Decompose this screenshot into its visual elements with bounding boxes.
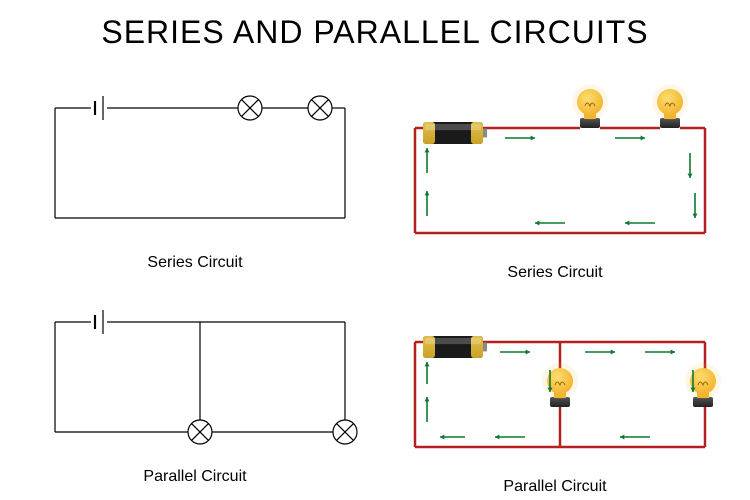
battery-icon xyxy=(423,122,487,144)
series-illustration-caption: Series Circuit xyxy=(507,264,602,282)
battery-icon xyxy=(423,336,487,358)
parallel-schematic-caption: Parallel Circuit xyxy=(143,468,246,486)
parallel-schematic-cell: Parallel Circuit xyxy=(20,292,370,496)
series-illustration-cell: Series Circuit xyxy=(380,78,730,282)
series-schematic-cell: Series Circuit xyxy=(20,78,370,282)
series-schematic-caption: Series Circuit xyxy=(147,254,242,272)
series-illustration-diagram xyxy=(385,78,725,258)
lightbulb-icon xyxy=(572,84,608,128)
parallel-schematic-diagram xyxy=(25,292,365,462)
lightbulb-icon xyxy=(542,363,578,407)
diagram-grid: Series Circuit Series Circuit Parallel C… xyxy=(0,72,750,496)
parallel-illustration-diagram xyxy=(385,292,725,472)
page-title: SERIES AND PARALLEL CIRCUITS xyxy=(0,14,750,51)
parallel-illustration-cell: Parallel Circuit xyxy=(380,292,730,496)
lightbulb-icon xyxy=(652,84,688,128)
series-schematic-diagram xyxy=(25,78,365,248)
lightbulb-icon xyxy=(685,363,721,407)
parallel-illustration-caption: Parallel Circuit xyxy=(503,478,606,496)
